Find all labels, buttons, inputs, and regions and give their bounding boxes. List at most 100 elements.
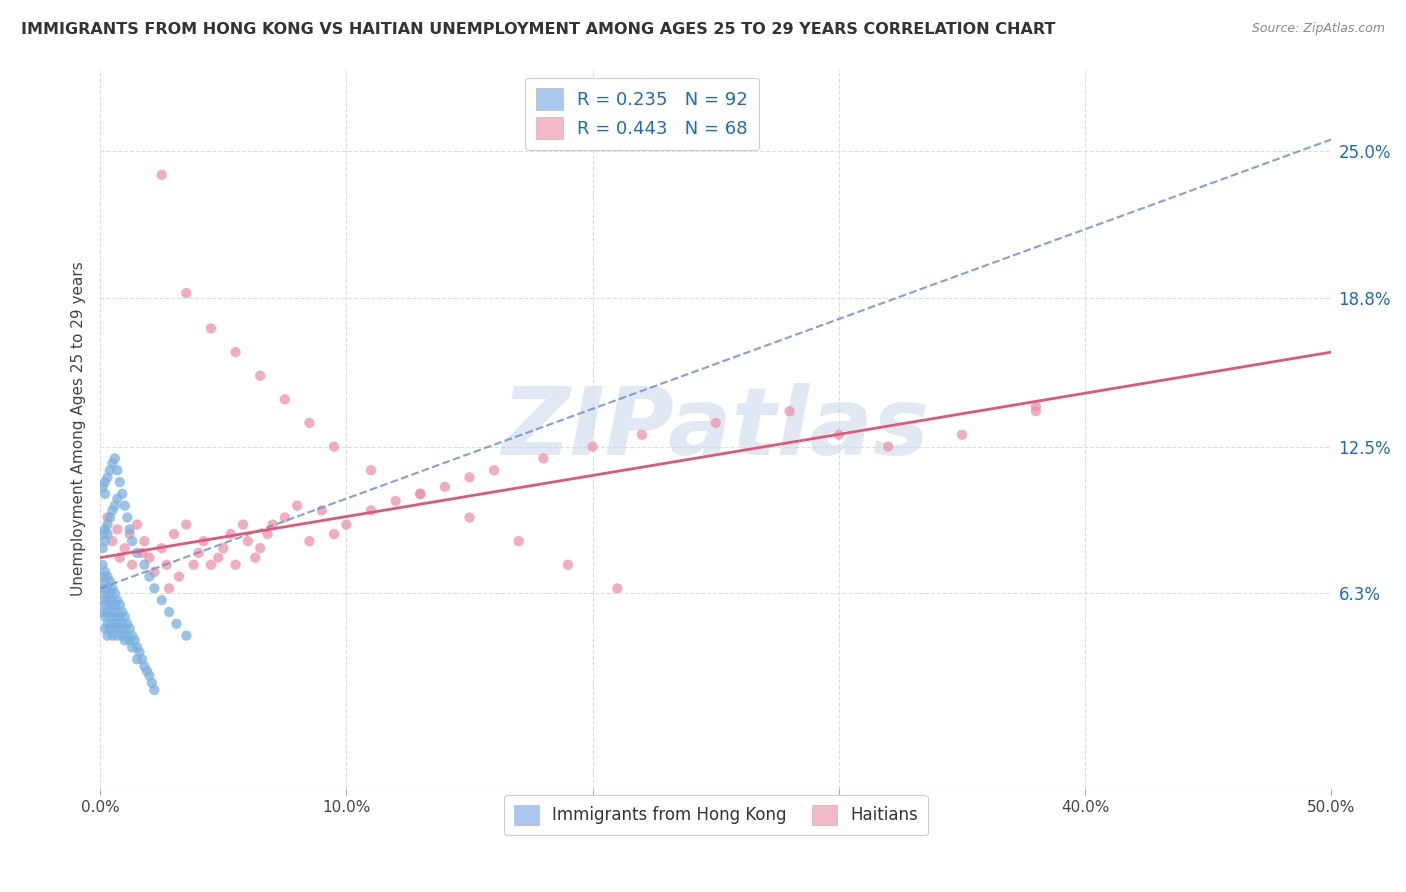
Point	[606, 582, 628, 596]
Point	[828, 427, 851, 442]
Point	[105, 522, 128, 536]
Point	[104, 609, 127, 624]
Point	[98, 598, 121, 612]
Point	[285, 499, 308, 513]
Point	[96, 569, 118, 583]
Point	[118, 527, 141, 541]
Point	[141, 676, 163, 690]
Point	[163, 527, 186, 541]
Point	[125, 517, 148, 532]
Point	[298, 416, 321, 430]
Point	[108, 475, 131, 489]
Point	[360, 503, 382, 517]
Point	[91, 558, 114, 572]
Point	[409, 487, 432, 501]
Point	[98, 510, 121, 524]
Point	[1025, 400, 1047, 414]
Point	[96, 470, 118, 484]
Point	[323, 527, 346, 541]
Point	[249, 541, 271, 556]
Point	[111, 629, 134, 643]
Text: ZIPatlas: ZIPatlas	[502, 383, 929, 475]
Point	[249, 368, 271, 383]
Point	[138, 550, 160, 565]
Point	[200, 558, 222, 572]
Point	[101, 534, 124, 549]
Point	[91, 527, 114, 541]
Point	[232, 517, 254, 532]
Point	[704, 416, 727, 430]
Point	[200, 321, 222, 335]
Point	[212, 541, 235, 556]
Point	[134, 558, 156, 572]
Point	[124, 633, 146, 648]
Point	[115, 510, 138, 524]
Point	[94, 586, 117, 600]
Point	[114, 609, 136, 624]
Point	[114, 633, 136, 648]
Point	[176, 517, 198, 532]
Point	[105, 593, 128, 607]
Point	[105, 605, 128, 619]
Point	[108, 609, 131, 624]
Point	[94, 622, 117, 636]
Point	[409, 487, 432, 501]
Point	[96, 517, 118, 532]
Point	[433, 480, 456, 494]
Point	[98, 574, 121, 589]
Point	[105, 463, 128, 477]
Point	[94, 574, 117, 589]
Point	[118, 622, 141, 636]
Point	[96, 605, 118, 619]
Point	[114, 622, 136, 636]
Point	[111, 605, 134, 619]
Point	[274, 392, 297, 407]
Point	[101, 629, 124, 643]
Point	[131, 546, 153, 560]
Point	[274, 510, 297, 524]
Point	[193, 534, 215, 549]
Point	[115, 616, 138, 631]
Point	[131, 652, 153, 666]
Point	[101, 503, 124, 517]
Point	[458, 510, 481, 524]
Point	[108, 622, 131, 636]
Point	[91, 605, 114, 619]
Point	[108, 598, 131, 612]
Point	[94, 534, 117, 549]
Point	[225, 345, 247, 359]
Point	[236, 534, 259, 549]
Point	[298, 534, 321, 549]
Point	[121, 640, 143, 655]
Point	[96, 616, 118, 631]
Point	[176, 629, 198, 643]
Point	[458, 470, 481, 484]
Point	[91, 593, 114, 607]
Point	[121, 558, 143, 572]
Point	[125, 546, 148, 560]
Point	[98, 609, 121, 624]
Point	[96, 593, 118, 607]
Point	[104, 499, 127, 513]
Point	[508, 534, 530, 549]
Point	[531, 451, 554, 466]
Point	[187, 546, 209, 560]
Point	[157, 605, 180, 619]
Point	[167, 569, 190, 583]
Point	[118, 522, 141, 536]
Point	[143, 582, 166, 596]
Point	[138, 569, 160, 583]
Point	[104, 451, 127, 466]
Point	[91, 480, 114, 494]
Point	[256, 527, 278, 541]
Point	[877, 440, 900, 454]
Point	[94, 475, 117, 489]
Point	[207, 550, 229, 565]
Point	[101, 456, 124, 470]
Point	[138, 669, 160, 683]
Point	[104, 622, 127, 636]
Point	[135, 664, 157, 678]
Point	[950, 427, 973, 442]
Point	[125, 640, 148, 655]
Point	[150, 168, 173, 182]
